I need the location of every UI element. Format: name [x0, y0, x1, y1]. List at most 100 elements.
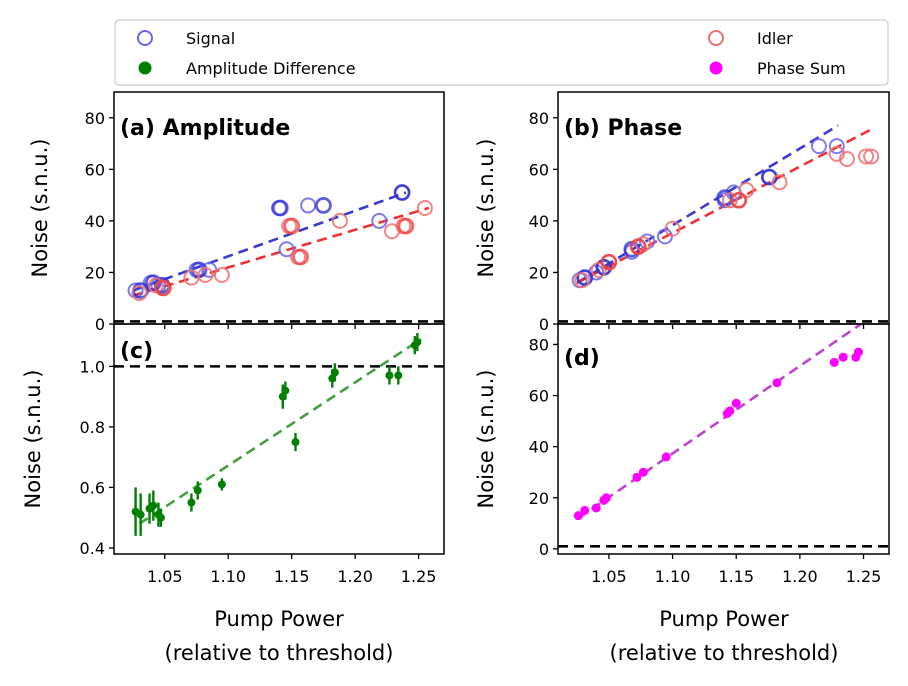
- axes-frame-c: [113, 323, 445, 555]
- panel-a: 0 20 40 60 80 (a) Amplitude: [85, 91, 445, 334]
- data-point: [330, 368, 339, 377]
- data-point: [283, 217, 301, 235]
- data-point: [393, 184, 411, 201]
- data-point: [156, 513, 165, 522]
- data-point: [413, 338, 422, 347]
- data-point: [300, 197, 317, 214]
- x-tick-label: 1.25: [401, 567, 437, 586]
- data-point: [638, 467, 648, 477]
- panel-b: 0 20 40 60 80 (b) Phase: [529, 91, 890, 334]
- panel-title-a: (a) Amplitude: [120, 116, 290, 141]
- legend-idler-label: Idler: [757, 29, 793, 48]
- y-tick-label: 40: [529, 212, 549, 231]
- y-tick-label: 0: [539, 540, 549, 559]
- legend-amp-diff-label: Amplitude Difference: [186, 59, 356, 78]
- data-point: [771, 174, 788, 191]
- data-point: [149, 501, 158, 510]
- y-tick-label: 40: [529, 438, 549, 457]
- data-point: [397, 217, 415, 235]
- legend-idler-marker: [708, 30, 724, 46]
- data-point: [810, 138, 827, 155]
- data-point: [838, 352, 848, 362]
- data-point: [632, 472, 642, 482]
- y-tick-label: 0: [95, 315, 105, 334]
- data-point: [772, 378, 782, 388]
- data-point: [863, 148, 880, 165]
- data-point: [600, 253, 618, 271]
- data-point: [394, 371, 403, 380]
- y-tick-label: 20: [529, 489, 549, 508]
- x-tick-label: 1.10: [210, 567, 246, 586]
- panel-title-d: (d): [564, 346, 600, 371]
- data-point: [197, 267, 214, 284]
- y-tick-label: 60: [85, 160, 105, 179]
- data-point: [853, 347, 863, 357]
- data-point: [838, 151, 855, 168]
- legend-signal-marker: [137, 30, 153, 46]
- x-tick-label: 1.10: [655, 567, 691, 586]
- data-point: [371, 212, 388, 229]
- data-point: [664, 220, 681, 237]
- y-tick-label: 60: [529, 160, 549, 179]
- y-tick-label: 0: [539, 315, 549, 334]
- y-tick-label: 1.0: [80, 357, 105, 376]
- xlabel-right-line2: (relative to threshold): [610, 641, 839, 665]
- data-point: [292, 248, 309, 266]
- data-point: [573, 511, 583, 521]
- y-tick-label: 0.8: [80, 418, 105, 437]
- data-point: [661, 452, 671, 462]
- xlabel-left-line2: (relative to threshold): [165, 641, 394, 665]
- data-point: [213, 267, 230, 284]
- x-tick-label: 1.20: [782, 567, 818, 586]
- y-tick-label: 80: [529, 335, 549, 354]
- axes-frame-d: [557, 323, 890, 555]
- y-tick-label: 20: [85, 263, 105, 282]
- data-point: [416, 200, 433, 216]
- panel-title-c: (c): [120, 339, 153, 364]
- xlabel-right-line1: Pump Power: [659, 607, 789, 631]
- data-point: [187, 498, 196, 507]
- data-point: [291, 438, 300, 447]
- ylabel-b: Noise (s.n.u.): [474, 139, 498, 278]
- data-point: [131, 285, 148, 302]
- data-point: [155, 279, 172, 297]
- data-point: [721, 192, 738, 209]
- data-point: [271, 199, 289, 217]
- data-point: [580, 506, 590, 516]
- fit-line-a-1: [132, 206, 430, 297]
- ylabel-d: Noise (s.n.u.): [474, 370, 498, 509]
- data-point: [217, 480, 226, 489]
- data-point: [725, 406, 735, 416]
- fit-line-c-0: [138, 338, 422, 525]
- xlabel-left-line1: Pump Power: [214, 607, 344, 631]
- data-point: [331, 212, 348, 229]
- panel-d: 0 20 40 60 80 1.05 1.10 1.15 1.20 1.25 (d): [529, 323, 890, 586]
- x-tick-label: 1.05: [591, 567, 627, 586]
- plot-area-d: [558, 324, 889, 548]
- x-tick-label: 1.20: [337, 567, 373, 586]
- legend-signal-label: Signal: [186, 29, 235, 48]
- y-tick-label: 80: [529, 109, 549, 128]
- y-tick-label: 60: [529, 387, 549, 406]
- panel-c: 0.4 0.6 0.8 1.0 1.05 1.10 1.15 1.20 1.25 (c): [80, 323, 445, 586]
- data-point: [730, 191, 748, 209]
- legend: Signal Amplitude Difference Idler Phase …: [114, 19, 889, 86]
- data-point: [601, 493, 611, 503]
- legend-amp-diff-marker: [138, 61, 152, 75]
- data-point: [278, 241, 295, 258]
- data-point: [385, 371, 394, 380]
- panels: 0 20 40 60 80 (a) Amplitude 0 20 40 60 80 (b) Phase…: [80, 91, 890, 586]
- legend-phase-sum-label: Phase Sum: [757, 59, 846, 78]
- data-point: [193, 486, 202, 495]
- data-point: [574, 272, 591, 289]
- x-tick-label: 1.25: [846, 567, 882, 586]
- data-point: [858, 148, 875, 165]
- data-point: [127, 282, 144, 299]
- fit-line-d-0: [577, 324, 862, 520]
- y-tick-label: 0.6: [80, 478, 105, 497]
- data-point: [828, 138, 845, 155]
- y-tick-label: 20: [529, 263, 549, 282]
- x-tick-label: 1.05: [147, 567, 183, 586]
- data-point: [639, 233, 656, 250]
